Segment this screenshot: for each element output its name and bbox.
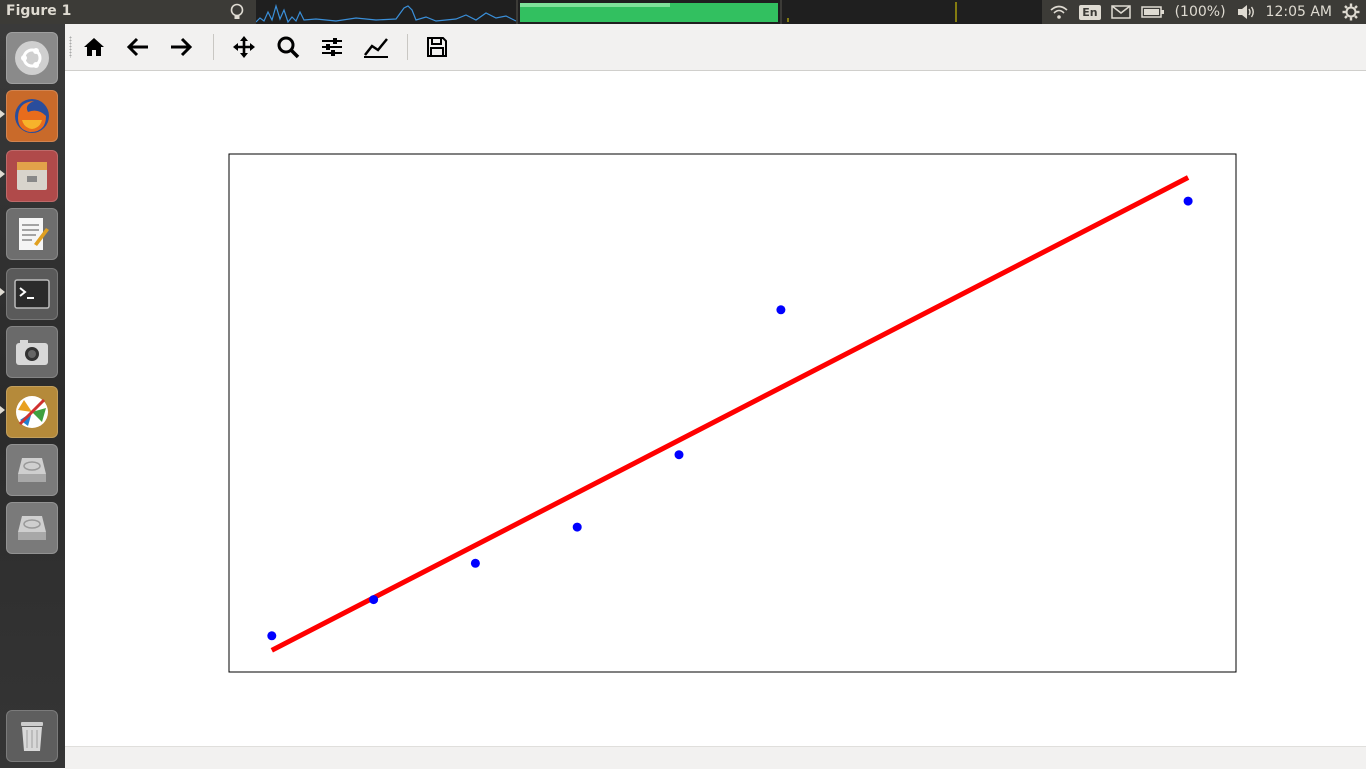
customize-icon [364, 38, 388, 58]
drive-icon [18, 458, 46, 482]
unity-launcher [0, 24, 65, 768]
trash-icon [21, 722, 43, 751]
battery-percentage[interactable]: (100%) [1174, 4, 1226, 20]
data-point [369, 595, 379, 605]
status-bar [65, 746, 1366, 769]
files-button[interactable] [6, 150, 58, 202]
subplots-icon [322, 38, 342, 56]
system-monitor-graphs[interactable] [256, 0, 1042, 24]
trash-button[interactable] [6, 710, 58, 762]
toolbar-separator [407, 34, 408, 60]
text-editor-button[interactable] [6, 208, 58, 260]
fit-line [270, 175, 1190, 653]
customize-button[interactable] [360, 31, 392, 63]
firefox-icon [15, 99, 49, 133]
data-point [776, 305, 786, 315]
subplots-button[interactable] [316, 31, 348, 63]
forward-icon [171, 37, 193, 57]
top-panel: Figure 1 En (100%) [0, 0, 1366, 24]
data-point [267, 631, 277, 641]
mixer-app-icon [16, 396, 48, 428]
back-button[interactable] [122, 31, 154, 63]
running-indicator [0, 170, 5, 178]
screenshot-camera-icon [16, 340, 48, 365]
scatter-plot[interactable] [65, 71, 1366, 746]
mail-icon[interactable] [1110, 5, 1131, 19]
text-editor-icon [19, 218, 49, 250]
keyboard-layout-indicator[interactable]: En [1079, 4, 1101, 20]
mixer-app-button[interactable] [6, 386, 58, 438]
save-button[interactable] [421, 31, 453, 63]
data-point [470, 558, 480, 568]
running-indicator [0, 110, 5, 118]
clock[interactable]: 12:05 AM [1265, 4, 1332, 20]
volume-icon[interactable] [1236, 4, 1256, 20]
battery-icon[interactable] [1140, 5, 1165, 19]
ubuntu-dash-button[interactable] [6, 32, 58, 84]
toolbar-grip[interactable] [69, 36, 72, 58]
ubuntu-dash-icon [15, 41, 49, 75]
drive-icon [18, 516, 46, 540]
pan-button[interactable] [228, 31, 260, 63]
wifi-icon[interactable] [1049, 4, 1069, 20]
data-point [1183, 196, 1193, 206]
zoom-button[interactable] [272, 31, 304, 63]
gear-icon[interactable] [1342, 3, 1360, 21]
running-indicator [0, 406, 5, 414]
window-title: Figure 1 [6, 3, 72, 19]
forward-button[interactable] [165, 31, 197, 63]
running-indicator [0, 288, 5, 296]
firefox-button[interactable] [6, 90, 58, 142]
indicator-bulb-icon[interactable] [228, 2, 246, 22]
matplotlib-toolbar [65, 24, 1366, 71]
data-point [572, 522, 582, 532]
system-tray: En (100%) 12:05 AM [1049, 0, 1366, 24]
home-icon [84, 38, 104, 56]
save-icon [427, 37, 447, 57]
series-layer [267, 175, 1193, 653]
screenshot-button[interactable] [6, 326, 58, 378]
figure-canvas[interactable] [65, 71, 1366, 746]
drive-button[interactable] [6, 502, 58, 554]
zoom-icon [277, 36, 300, 59]
toolbar-separator [213, 34, 214, 60]
data-point [674, 450, 684, 460]
back-icon [126, 37, 148, 57]
drive-button[interactable] [6, 444, 58, 496]
terminal-button[interactable] [6, 268, 58, 320]
terminal-icon [14, 279, 50, 309]
pan-icon [233, 36, 255, 58]
home-button[interactable] [78, 31, 110, 63]
files-icon [17, 162, 47, 190]
